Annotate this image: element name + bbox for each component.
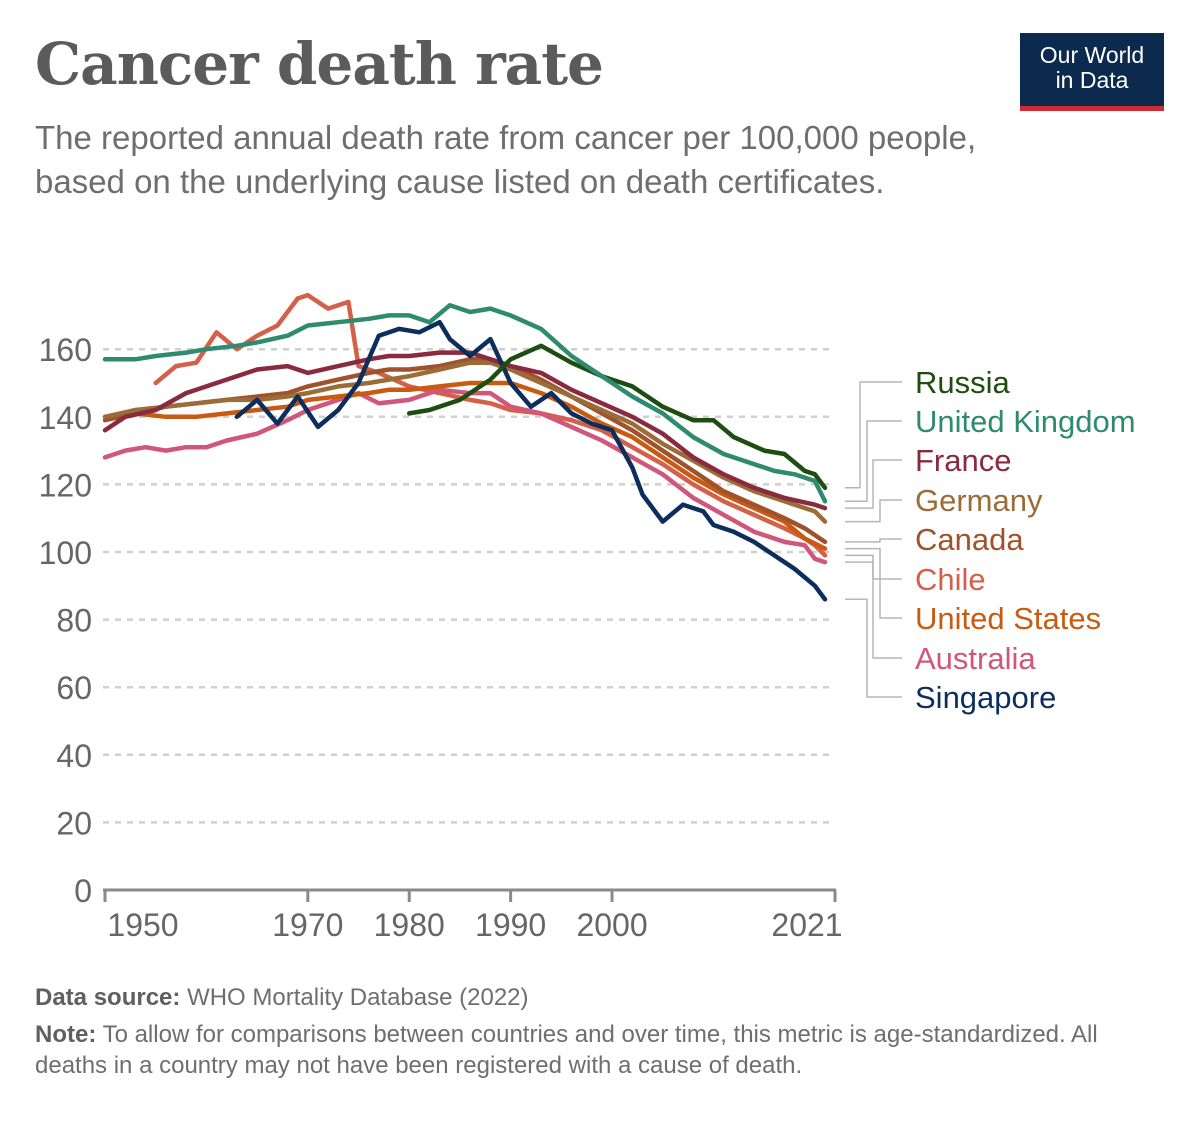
legend: Russia United Kingdom France Germany Canada C… (845, 365, 1136, 715)
chart-subtitle: The reported annual death rate from canc… (35, 119, 977, 200)
legend-label-russia[interactable]: Russia (915, 365, 1011, 400)
source-label: Data source: (35, 984, 181, 1011)
legend-label-france[interactable]: France (915, 443, 1011, 478)
y-tick-label: 40 (56, 738, 92, 774)
source-text: WHO Mortality Database (2022) (187, 984, 529, 1011)
chart-note: Note: To allow for comparisons between c… (35, 1019, 1155, 1081)
legend-label-canada[interactable]: Canada (915, 522, 1024, 557)
legend-connector (845, 499, 902, 523)
y-tick-label: 100 (39, 535, 92, 571)
legend-label-united-kingdom[interactable]: United Kingdom (915, 404, 1136, 439)
y-tick-label: 160 (39, 332, 92, 368)
legend-label-chile[interactable]: Chile (915, 562, 986, 597)
legend-connector (845, 598, 902, 698)
series-line-france[interactable] (102, 350, 828, 511)
x-tick-label: 1980 (374, 907, 445, 943)
y-tick-label: 80 (56, 603, 92, 639)
x-tick-label: 1970 (272, 907, 343, 943)
legend-label-united-states[interactable]: United States (915, 601, 1101, 636)
series-line-russia[interactable] (406, 343, 828, 491)
series-line-united-kingdom[interactable] (102, 303, 828, 504)
legend-connector (845, 459, 902, 509)
legend-label-singapore[interactable]: Singapore (915, 680, 1056, 715)
legend-connector (845, 547, 902, 619)
series-line-singapore[interactable] (234, 319, 828, 602)
note-label: Note: (35, 1021, 97, 1048)
x-tick-label: 2021 (771, 907, 842, 943)
note-text: To allow for comparisons between countri… (35, 1021, 1098, 1079)
data-source: Data source: WHO Mortality Database (202… (35, 982, 529, 1013)
series-line-united-states[interactable] (102, 380, 828, 551)
chart-title: Cancer death rate (35, 30, 604, 98)
legend-connector (845, 420, 902, 503)
y-tick-label: 0 (74, 873, 92, 909)
x-tick-label: 1990 (475, 907, 546, 943)
legend-connector (845, 561, 902, 659)
legend-connector (845, 538, 902, 543)
y-tick-label: 120 (39, 467, 92, 503)
y-axis: 0 20 40 60 80 100 120 140 160 (39, 332, 92, 909)
series-lines (102, 292, 828, 602)
legend-connector (845, 381, 902, 489)
x-tick-label: 1950 (107, 907, 178, 943)
series-line-germany[interactable] (102, 360, 828, 524)
y-tick-label: 60 (56, 670, 92, 706)
owid-logo[interactable]: Our World in Data (1020, 33, 1164, 111)
x-axis: 1950 1970 1980 1990 2000 2021 (103, 888, 843, 943)
line-chart: 0 20 40 60 80 100 120 140 160 1950 1970 1980 1990 20… (39, 292, 1136, 943)
grid-lines (103, 347, 835, 824)
legend-label-australia[interactable]: Australia (915, 641, 1036, 676)
y-tick-label: 140 (39, 400, 92, 436)
x-tick-label: 2000 (576, 907, 647, 943)
legend-label-germany[interactable]: Germany (915, 483, 1043, 518)
series-line-chile[interactable] (153, 292, 828, 558)
logo-line-1: Our World (1039, 42, 1145, 68)
series-line-australia[interactable] (102, 387, 828, 565)
y-tick-label: 20 (56, 805, 92, 841)
logo-line-2: in Data (1055, 67, 1129, 93)
